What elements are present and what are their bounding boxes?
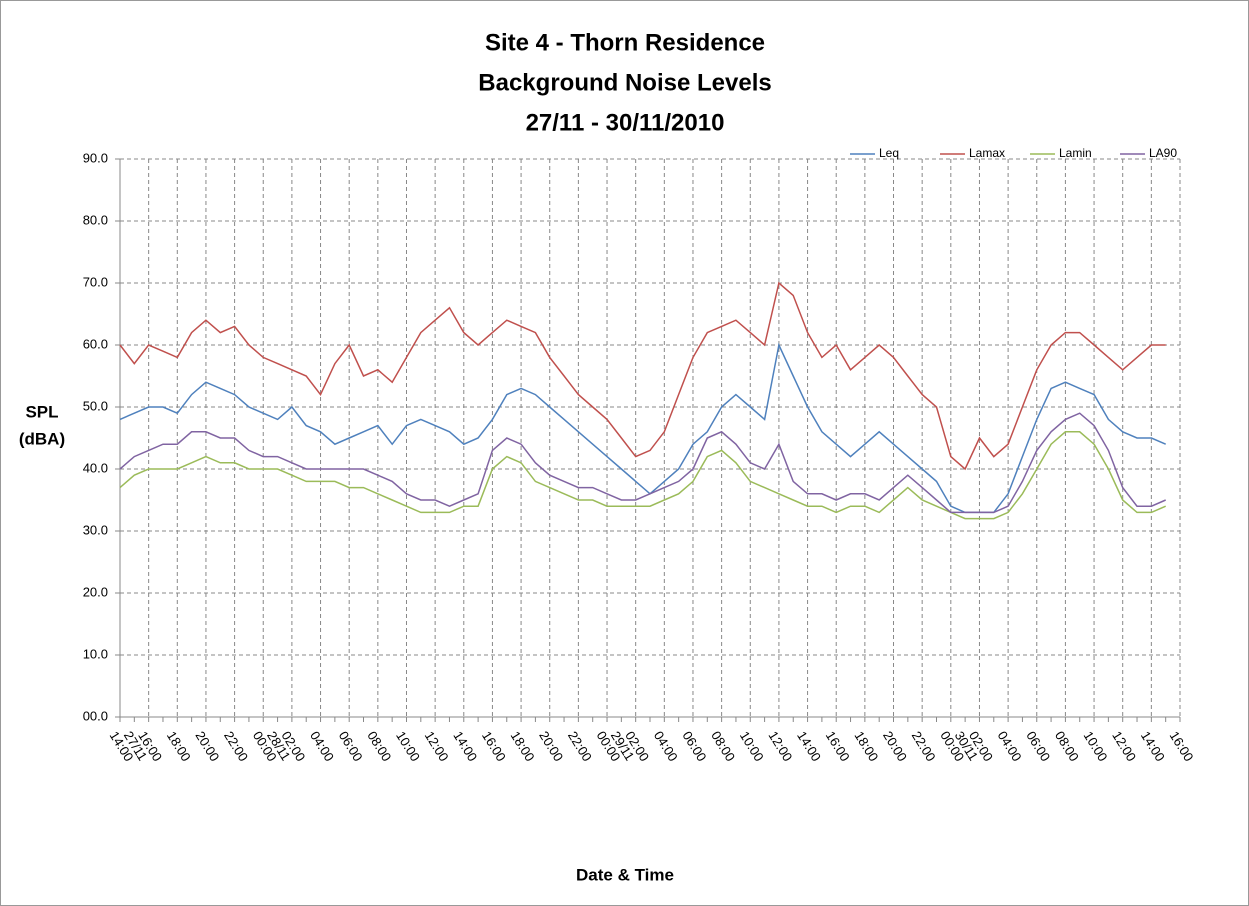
y-tick-label: 40.0 <box>83 460 108 475</box>
chart-title: Background Noise Levels <box>478 69 771 96</box>
y-tick-label: 20.0 <box>83 584 108 599</box>
chart-title: Site 4 - Thorn Residence <box>485 29 765 56</box>
legend-label: Leq <box>879 146 899 160</box>
y-axis-label: SPL <box>25 402 58 421</box>
y-tick-label: 10.0 <box>83 646 108 661</box>
y-tick-label: 80.0 <box>83 212 108 227</box>
legend-label: Lamax <box>969 146 1005 160</box>
y-tick-label: 90.0 <box>83 150 108 165</box>
y-tick-label: 70.0 <box>83 274 108 289</box>
series-line <box>119 412 1166 514</box>
x-axis-label: Date & Time <box>576 865 674 884</box>
y-tick-label: 60.0 <box>83 336 108 351</box>
y-tick-label: 50.0 <box>83 398 108 413</box>
y-tick-label: 30.0 <box>83 522 108 537</box>
series-line <box>119 431 1166 520</box>
y-tick-label: 00.0 <box>83 708 108 723</box>
legend-label: Lamin <box>1059 146 1092 160</box>
series-line <box>119 281 1166 471</box>
chart-title: 27/11 - 30/11/2010 <box>526 109 725 136</box>
y-axis-label: (dBA) <box>19 429 65 448</box>
legend-label: LA90 <box>1149 146 1177 160</box>
